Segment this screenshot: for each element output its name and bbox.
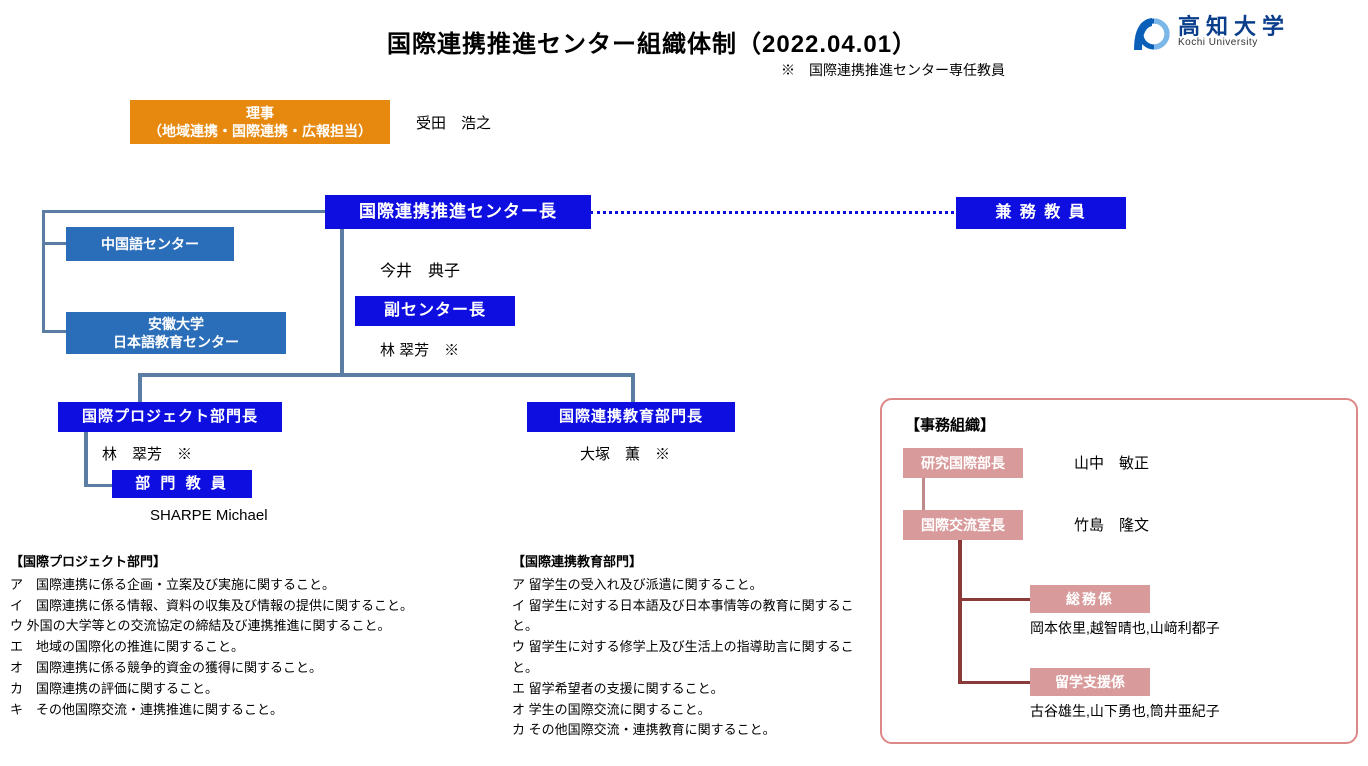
center-head-box: 国際連携推進センター長 [325,195,591,229]
soumu-names: 岡本依里,越智晴也,山﨑利都子 [1030,618,1220,639]
proj-desc-item: ウ 外国の大学等との交流協定の締結及び連携推進に関すること。 [10,616,490,637]
bumon-box: 部 門 教 員 [112,470,252,498]
sub-head-box: 副センター長 [355,296,515,326]
proj-desc-item: カ 国際連携の評価に関すること。 [10,679,490,700]
edu-desc-item: ウ 留学生に対する修学上及び生活上の指導助言に関すること。 [512,637,862,679]
edu-desc: 【国際連携教育部門】 ア 留学生の受入れ及び派遣に関すること。 イ 留学生に対す… [512,552,862,741]
proj-desc-item: イ 国際連携に係る情報、資料の収集及び情報の提供に関すること。 [10,596,490,617]
proj-desc: 【国際プロジェクト部門】 ア 国際連携に係る企画・立案及び実施に関すること。 イ… [10,552,490,720]
exchange-head-name: 竹島 隆文 [1074,515,1149,538]
admin-title: 【事務組織】 [905,414,995,435]
edu-head-name: 大塚 薫 ※ [580,444,670,467]
research-head-box: 研究国際部長 [903,448,1023,478]
proj-desc-item: ア 国際連携に係る企画・立案及び実施に関すること。 [10,575,490,596]
proj-desc-title: 【国際プロジェクト部門】 [10,552,490,573]
dotted-connector [590,211,960,214]
ryugaku-box: 留学支援係 [1030,668,1150,696]
edu-desc-item: ア 留学生の受入れ及び派遣に関すること。 [512,575,862,596]
center-head-name: 今井 典子 [380,260,460,284]
logo: 高知大学 Kochi University [1130,12,1290,52]
logo-jp: 高知大学 [1178,16,1290,38]
edu-desc-item: オ 学生の国際交流に関すること。 [512,700,862,721]
riji-name: 受田 浩之 [416,113,491,136]
edu-desc-item: エ 留学希望者の支援に関すること。 [512,679,862,700]
bumon-name: SHARPE Michael [150,505,268,528]
note-text: ※ 国際連携推進センター専任教員 [781,60,1005,81]
ryugaku-names: 古谷雄生,山下勇也,筒井亜紀子 [1030,701,1220,722]
logo-en: Kochi University [1178,38,1290,48]
page-title: 国際連携推進センター組織体制（2022.04.01） [387,24,917,59]
exchange-head-box: 国際交流室長 [903,510,1023,540]
edu-head-box: 国際連携教育部門長 [527,402,735,432]
proj-head-box: 国際プロジェクト部門長 [58,402,282,432]
kenmu-box: 兼 務 教 員 [956,197,1126,229]
riji-box: 理事 （地域連携・国際連携・広報担当） [130,100,390,144]
proj-head-name: 林 翠芳 ※ [102,444,192,467]
edu-desc-item: カ その他国際交流・連携教育に関すること。 [512,720,862,741]
research-head-name: 山中 敏正 [1074,453,1149,476]
proj-desc-item: オ 国際連携に係る競争的資金の獲得に関すること。 [10,658,490,679]
sub-head-name: 林 翠芳 ※ [380,340,459,363]
edu-desc-title: 【国際連携教育部門】 [512,552,862,573]
chinese-center-box: 中国語センター [66,227,234,261]
soumu-box: 総務係 [1030,585,1150,613]
logo-icon [1130,12,1170,52]
proj-desc-item: キ その他国際交流・連携推進に関すること。 [10,700,490,721]
edu-desc-item: イ 留学生に対する日本語及び日本事情等の教育に関すること。 [512,596,862,638]
anhui-box: 安徽大学 日本語教育センター [66,312,286,354]
proj-desc-item: エ 地域の国際化の推進に関すること。 [10,637,490,658]
